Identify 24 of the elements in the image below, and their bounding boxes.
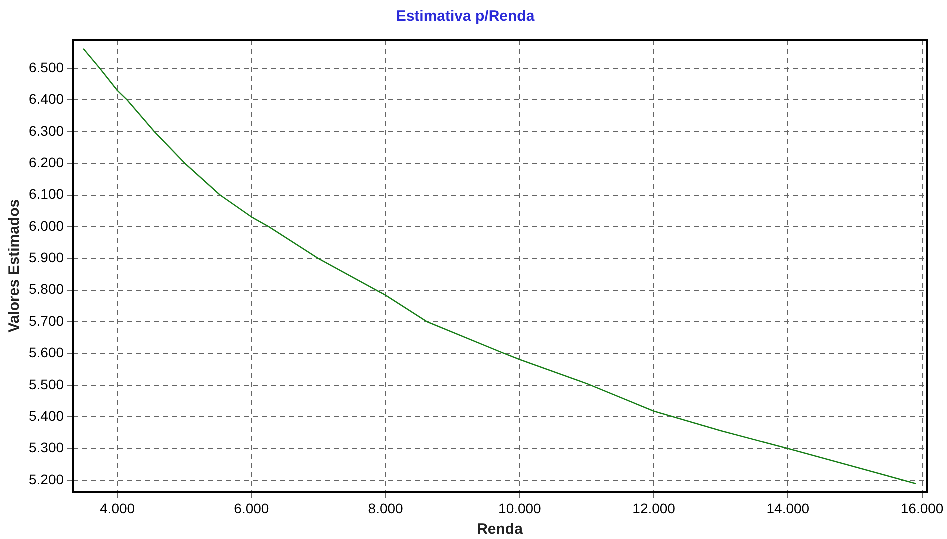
y-tick-label: 6.200	[28, 154, 64, 170]
y-tick-label: 6.100	[28, 186, 64, 202]
x-tick-label: 16.000	[900, 500, 944, 516]
y-tick-label: 5.300	[28, 440, 64, 456]
y-tick-label: 5.900	[28, 250, 64, 266]
x-tick-label: 14.000	[766, 500, 810, 516]
y-tick-label: 5.600	[28, 344, 64, 361]
x-tick-label: 4.000	[100, 500, 136, 516]
x-tick-label: 10.000	[498, 500, 542, 516]
y-tick-label: 5.800	[28, 281, 64, 298]
y-tick-label: 6.000	[28, 218, 64, 234]
y-tick-label: 5.500	[28, 376, 64, 392]
x-tick-label: 8.000	[368, 500, 404, 516]
y-tick-label: 5.200	[28, 471, 64, 488]
y-tick-label: 6.500	[28, 59, 64, 76]
y-tick-label: 5.400	[28, 408, 64, 424]
y-tick-label: 5.700	[28, 312, 64, 329]
x-axis-title: Renda	[477, 521, 524, 538]
y-axis-title: Valores Estimados	[6, 199, 24, 333]
x-tick-label: 6.000	[234, 500, 270, 516]
x-tick-label: 12.000	[632, 500, 676, 516]
y-tick-label: 6.400	[28, 91, 64, 108]
chart-title: Estimativa p/Renda	[396, 8, 536, 26]
y-tick-label: 6.300	[28, 122, 64, 139]
